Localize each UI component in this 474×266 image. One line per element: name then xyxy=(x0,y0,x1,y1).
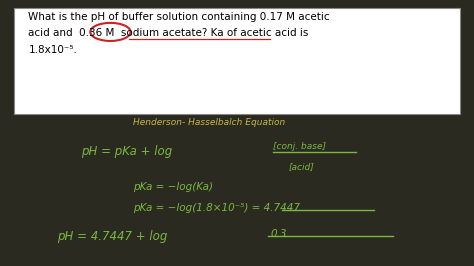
Text: [acid]: [acid] xyxy=(288,162,314,171)
Text: pH = 4.7447 + log: pH = 4.7447 + log xyxy=(57,230,167,243)
Text: acid and  0.36 M  sodium acetate? Ka of acetic acid is: acid and 0.36 M sodium acetate? Ka of ac… xyxy=(28,28,309,39)
FancyBboxPatch shape xyxy=(14,8,460,114)
Text: pKa = −log(1.8×10⁻⁵) = 4.7447: pKa = −log(1.8×10⁻⁵) = 4.7447 xyxy=(133,203,300,214)
Text: 1.8x10⁻⁵.: 1.8x10⁻⁵. xyxy=(28,45,77,55)
Text: [conj. base]: [conj. base] xyxy=(273,142,326,151)
Text: pKa = −log(Ka): pKa = −log(Ka) xyxy=(133,182,213,192)
Text: pH = pKa + log: pH = pKa + log xyxy=(81,145,172,158)
Text: Henderson- Hasselbalch Equation: Henderson- Hasselbalch Equation xyxy=(133,118,285,127)
Text: What is the pH of buffer solution containing 0.17 M acetic: What is the pH of buffer solution contai… xyxy=(28,12,330,22)
Text: 0.3: 0.3 xyxy=(270,229,287,239)
